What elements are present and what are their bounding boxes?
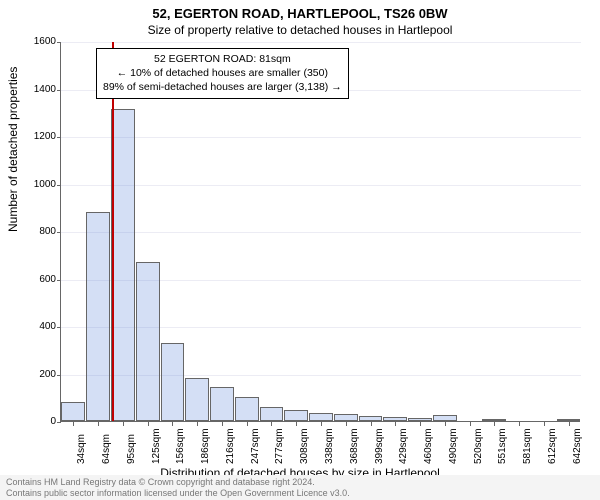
x-tick xyxy=(123,422,124,426)
gridline xyxy=(61,42,581,43)
y-axis-label: Number of detached properties xyxy=(6,67,20,232)
histogram-bar xyxy=(408,418,432,421)
y-tick-label: 800 xyxy=(20,227,56,237)
histogram-bar xyxy=(185,378,209,421)
x-tick-label: 581sqm xyxy=(523,428,533,464)
x-tick xyxy=(148,422,149,426)
page-subtitle: Size of property relative to detached ho… xyxy=(0,21,600,41)
y-tick xyxy=(57,232,61,233)
footer-line-2: Contains public sector information licen… xyxy=(6,488,594,499)
histogram-bar xyxy=(359,416,383,421)
footer-line-1: Contains HM Land Registry data © Crown c… xyxy=(6,477,594,488)
x-tick xyxy=(544,422,545,426)
x-tick-label: 368sqm xyxy=(350,428,360,464)
y-tick xyxy=(57,137,61,138)
x-tick xyxy=(395,422,396,426)
x-tick-label: 277sqm xyxy=(275,428,285,464)
y-tick xyxy=(57,280,61,281)
x-tick xyxy=(98,422,99,426)
x-tick xyxy=(247,422,248,426)
x-tick xyxy=(172,422,173,426)
x-tick xyxy=(470,422,471,426)
x-tick-label: 247sqm xyxy=(251,428,261,464)
x-tick-label: 551sqm xyxy=(498,428,508,464)
y-tick xyxy=(57,422,61,423)
histogram-bar xyxy=(260,407,284,421)
x-tick-label: 642sqm xyxy=(573,428,583,464)
footer: Contains HM Land Registry data © Crown c… xyxy=(0,475,600,500)
y-tick-label: 1000 xyxy=(20,180,56,190)
gridline xyxy=(61,185,581,186)
x-tick-label: 460sqm xyxy=(424,428,434,464)
y-tick xyxy=(57,185,61,186)
x-tick-label: 186sqm xyxy=(201,428,211,464)
annotation-line-1: 52 EGERTON ROAD: 81sqm xyxy=(103,52,342,66)
y-tick-label: 200 xyxy=(20,370,56,380)
x-tick-label: 490sqm xyxy=(449,428,459,464)
histogram-bar xyxy=(210,387,234,421)
y-tick xyxy=(57,327,61,328)
x-tick-label: 34sqm xyxy=(77,434,87,464)
x-tick-label: 216sqm xyxy=(226,428,236,464)
x-tick-label: 156sqm xyxy=(176,428,186,464)
gridline xyxy=(61,232,581,233)
x-tick xyxy=(296,422,297,426)
x-tick xyxy=(73,422,74,426)
x-tick xyxy=(222,422,223,426)
x-tick xyxy=(420,422,421,426)
x-tick xyxy=(321,422,322,426)
x-tick xyxy=(371,422,372,426)
gridline xyxy=(61,137,581,138)
x-tick xyxy=(197,422,198,426)
x-tick-label: 64sqm xyxy=(102,434,112,464)
histogram-bar xyxy=(86,212,110,421)
x-tick xyxy=(569,422,570,426)
chart-area: 0200400600800100012001400160034sqm64sqm9… xyxy=(60,42,580,422)
x-tick-label: 612sqm xyxy=(548,428,558,464)
page-title: 52, EGERTON ROAD, HARTLEPOOL, TS26 0BW xyxy=(0,0,600,21)
histogram-bar xyxy=(383,417,407,421)
histogram-bar xyxy=(136,262,160,421)
histogram-bar xyxy=(334,414,358,421)
reference-line xyxy=(112,42,114,421)
x-tick xyxy=(271,422,272,426)
y-tick-label: 1600 xyxy=(20,37,56,47)
histogram-bar xyxy=(235,397,259,421)
annotation-line-2: ← 10% of detached houses are smaller (35… xyxy=(103,66,342,80)
plot-area: 0200400600800100012001400160034sqm64sqm9… xyxy=(60,42,580,422)
x-tick xyxy=(494,422,495,426)
histogram-bar xyxy=(111,109,135,421)
histogram-bar xyxy=(557,419,581,421)
histogram-bar xyxy=(161,343,185,421)
x-tick xyxy=(445,422,446,426)
y-tick xyxy=(57,375,61,376)
x-tick-label: 399sqm xyxy=(375,428,385,464)
annotation-box: 52 EGERTON ROAD: 81sqm ← 10% of detached… xyxy=(96,48,349,99)
x-tick-label: 520sqm xyxy=(474,428,484,464)
y-tick xyxy=(57,90,61,91)
histogram-bar xyxy=(482,419,506,421)
y-tick-label: 1400 xyxy=(20,85,56,95)
x-tick xyxy=(346,422,347,426)
y-tick xyxy=(57,42,61,43)
y-tick-label: 1200 xyxy=(20,132,56,142)
histogram-bar xyxy=(61,402,85,421)
histogram-bar xyxy=(284,410,308,421)
histogram-bar xyxy=(309,413,333,421)
y-tick-label: 0 xyxy=(20,417,56,427)
x-tick-label: 308sqm xyxy=(300,428,310,464)
x-tick xyxy=(519,422,520,426)
histogram-bar xyxy=(433,415,457,421)
x-tick-label: 429sqm xyxy=(399,428,409,464)
x-tick-label: 338sqm xyxy=(325,428,335,464)
y-tick-label: 400 xyxy=(20,322,56,332)
annotation-line-3: 89% of semi-detached houses are larger (… xyxy=(103,80,342,94)
x-tick-label: 95sqm xyxy=(127,434,137,464)
x-tick-label: 125sqm xyxy=(152,428,162,464)
y-tick-label: 600 xyxy=(20,275,56,285)
